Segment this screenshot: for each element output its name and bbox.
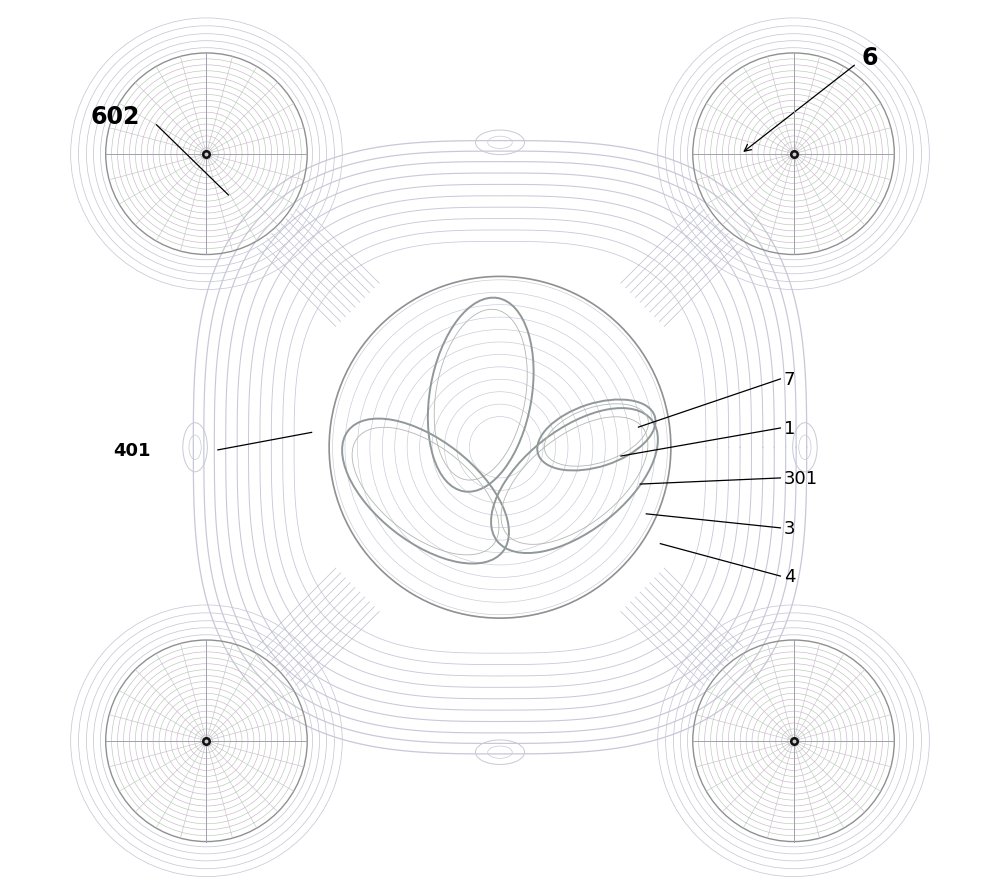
Text: 6: 6 — [861, 47, 878, 70]
Text: 7: 7 — [784, 371, 795, 388]
Text: 4: 4 — [784, 567, 795, 586]
Text: 602: 602 — [91, 105, 140, 129]
Text: 3: 3 — [784, 519, 795, 537]
Text: 401: 401 — [113, 442, 150, 459]
Text: 1: 1 — [784, 420, 795, 437]
Text: 301: 301 — [784, 470, 818, 487]
